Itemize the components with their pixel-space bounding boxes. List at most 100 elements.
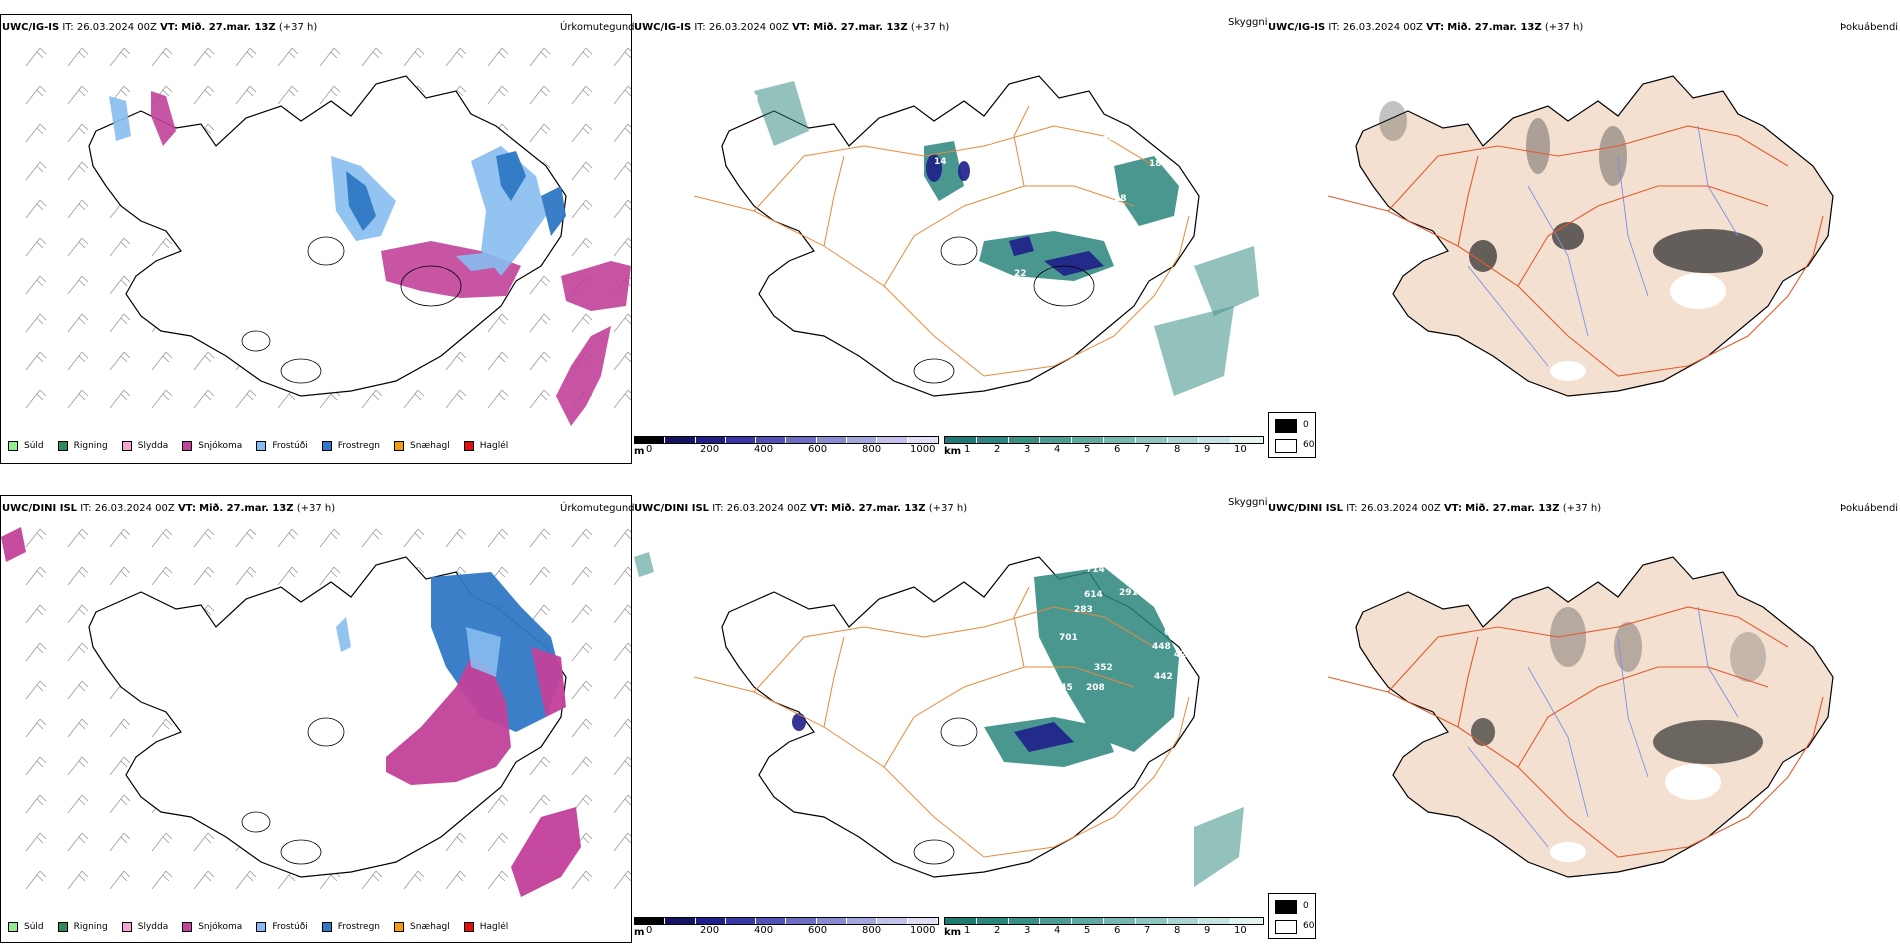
fog-legend: 0 60 (1268, 893, 1316, 939)
visibility-value-label: 13 (949, 129, 962, 139)
legend-swatch (182, 922, 193, 932)
wind-barb (487, 870, 509, 890)
precip-type-map (1, 527, 631, 897)
wind-barb (193, 870, 215, 890)
wind-barb (277, 85, 299, 105)
iceland-coastline (1355, 75, 1834, 397)
wind-barb (529, 389, 551, 409)
wind-barb (487, 47, 509, 67)
wind-barb (151, 237, 173, 257)
visibility-value-label: 73 (1059, 214, 1072, 224)
wind-barb (151, 832, 173, 852)
wind-barb (529, 313, 551, 333)
run-header: UWC/IG-IS IT: 26.03.2024 00Z VT: Mið. 27… (1268, 22, 1584, 33)
iceland-coastline (721, 75, 1200, 397)
roads (1327, 606, 1824, 858)
height-ticks: 0 200 400 600 800 1000 (646, 444, 936, 455)
wind-barb (529, 528, 551, 548)
wind-barb (571, 604, 593, 624)
wind-barb (613, 123, 631, 143)
wind-barb (277, 47, 299, 67)
wind-barb (67, 85, 89, 105)
height-unit: m (634, 446, 645, 457)
wind-barb (445, 389, 467, 409)
precip-snow (1, 527, 581, 897)
wind-barb (151, 528, 173, 548)
wind-barb (529, 85, 551, 105)
wind-barb (235, 85, 257, 105)
legend-item-snow-pellets: Snæhagl (394, 441, 450, 451)
wind-barb (235, 47, 257, 67)
visibility-value-label: 41 (1024, 189, 1037, 199)
visibility-value-label: 291 (1119, 588, 1138, 598)
wind-barb (25, 47, 47, 67)
visibility-ticks: 1 2 3 4 5 6 7 8 9 10 (964, 925, 1247, 936)
legend-item-drizzle: Súld (8, 441, 44, 451)
legend-swatch (394, 441, 405, 451)
precip-legend: Súld Rigning Slydda Snjókoma Frostúði Fr… (8, 922, 522, 932)
wind-barb (613, 47, 631, 67)
visibility-value-label: 177 (1002, 216, 1021, 226)
fog-legend-label-60: 60 (1303, 921, 1315, 931)
legend-item-rain: Rigning (57, 441, 108, 451)
wind-barb (487, 528, 509, 548)
visibility-title: Skyggni (1228, 497, 1268, 508)
wind-barb (151, 389, 173, 409)
iceland-coastline (88, 75, 567, 397)
wind-barb (151, 718, 173, 738)
legend-item-snow: Snjókoma (182, 441, 242, 451)
wind-barb (403, 389, 425, 409)
wind-barb (613, 566, 631, 586)
wind-barb (235, 528, 257, 548)
wind-barb (109, 718, 131, 738)
wind-barb (277, 528, 299, 548)
visibility-colorbar-cells (944, 436, 1264, 444)
wind-barb (613, 161, 631, 181)
wind-barb (613, 604, 631, 624)
wind-barb (403, 528, 425, 548)
visibility-value-label: 391 (1179, 159, 1198, 169)
wind-barb (235, 870, 257, 890)
legend-item-hail: Haglél (463, 441, 508, 451)
legend-swatch (121, 441, 132, 451)
visibility-value-label: 20 (762, 74, 775, 84)
lakes-glaciers (241, 236, 462, 384)
wind-barb (571, 870, 593, 890)
legend-item-freezing-drizzle: Frostúði (256, 441, 308, 451)
wind-barb (67, 604, 89, 624)
row-2: UWC/DINI ISL IT: 26.03.2024 00Z VT: Mið.… (0, 475, 1900, 950)
legend-swatch (394, 922, 405, 932)
wind-barb (613, 718, 631, 738)
wind-barb (25, 566, 47, 586)
wind-barb (109, 351, 131, 371)
run-header: UWC/IG-IS IT: 26.03.2024 00Z VT: Mið. 27… (2, 22, 318, 33)
legend-item-drizzle: Súld (8, 922, 44, 932)
lakes-glaciers (913, 717, 978, 865)
wind-barb (361, 870, 383, 890)
fog-legend-swatch-60 (1275, 920, 1297, 934)
wind-barb (193, 47, 215, 67)
precip-type-map (25, 47, 631, 426)
fog-clear-area (1550, 273, 1726, 381)
wind-barb (193, 389, 215, 409)
wind-barb (361, 528, 383, 548)
wind-barb (319, 85, 341, 105)
wind-barb (109, 47, 131, 67)
wind-barb (25, 870, 47, 890)
fog-title: Þokuábendi (1840, 503, 1899, 514)
terrain-heights (926, 154, 1104, 276)
wind-barb (67, 642, 89, 662)
visibility-value-label: 614 (1084, 590, 1103, 600)
wind-barb (319, 47, 341, 67)
legend-swatch (463, 441, 474, 451)
wind-barb (109, 832, 131, 852)
wind-barb (529, 123, 551, 143)
wind-barb (193, 85, 215, 105)
run-header: UWC/IG-IS IT: 26.03.2024 00Z VT: Mið. 27… (634, 22, 950, 33)
wind-barb (571, 85, 593, 105)
wind-barb (67, 313, 89, 333)
visibility-value-label: 12 (1114, 219, 1127, 229)
wind-barb (67, 794, 89, 814)
visibility-value-label: 406 (1179, 149, 1198, 159)
